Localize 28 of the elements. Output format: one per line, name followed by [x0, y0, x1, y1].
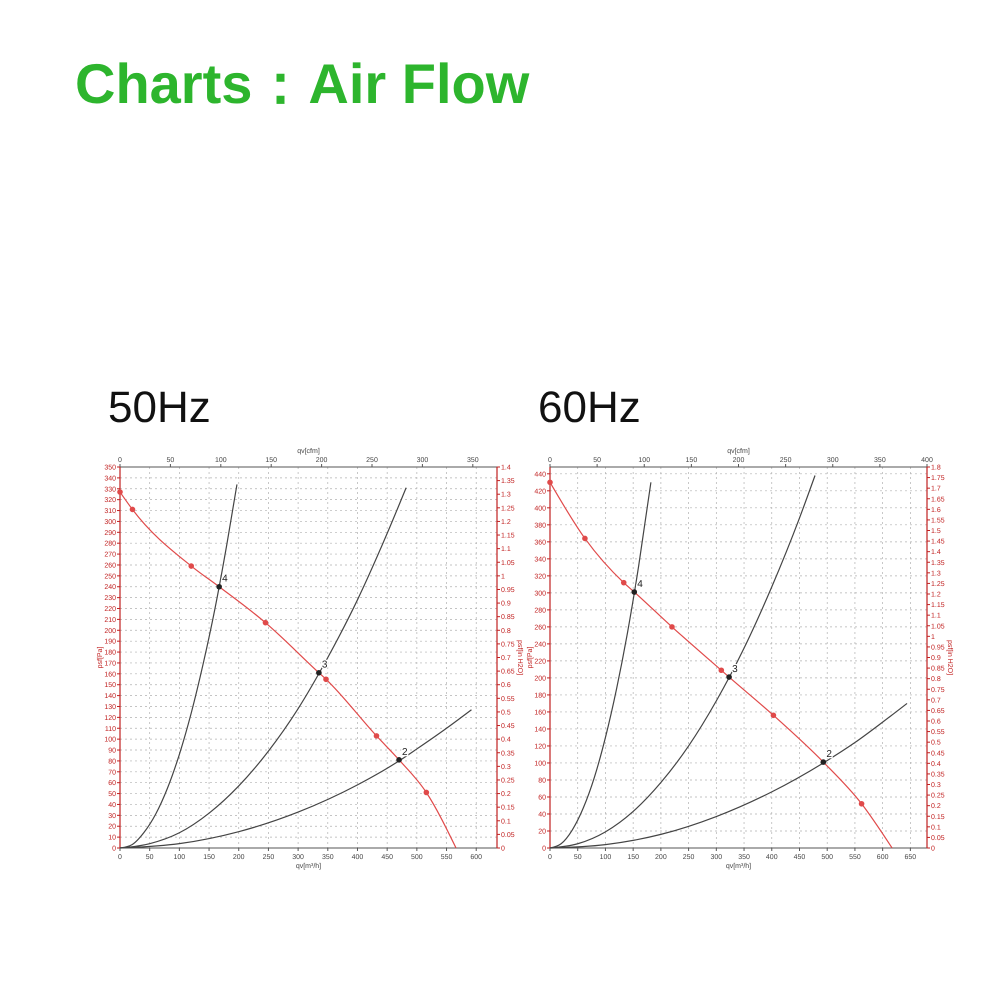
point	[726, 674, 732, 680]
chart-subtitle: 60Hz	[538, 383, 641, 432]
point	[374, 733, 380, 739]
point	[188, 563, 194, 569]
point	[323, 676, 329, 682]
annotation: 2	[826, 749, 832, 760]
chart-title: Charts：Air Flow	[75, 52, 530, 115]
point	[396, 757, 402, 763]
point	[547, 480, 553, 486]
point	[669, 624, 675, 630]
point	[620, 580, 627, 586]
point	[130, 506, 136, 512]
point	[820, 759, 826, 765]
point	[424, 790, 430, 796]
point	[216, 584, 222, 590]
chart-subtitle: 50Hz	[108, 383, 211, 432]
point	[316, 670, 322, 676]
point	[117, 489, 123, 495]
point	[718, 667, 724, 674]
point	[770, 712, 776, 718]
point	[262, 620, 268, 626]
point	[582, 536, 588, 542]
annotation: 3	[732, 664, 738, 676]
point	[631, 589, 638, 595]
point	[858, 800, 864, 807]
annotation: 4	[637, 579, 644, 590]
annotation: 2	[402, 746, 408, 758]
annotation: 4	[222, 574, 228, 585]
